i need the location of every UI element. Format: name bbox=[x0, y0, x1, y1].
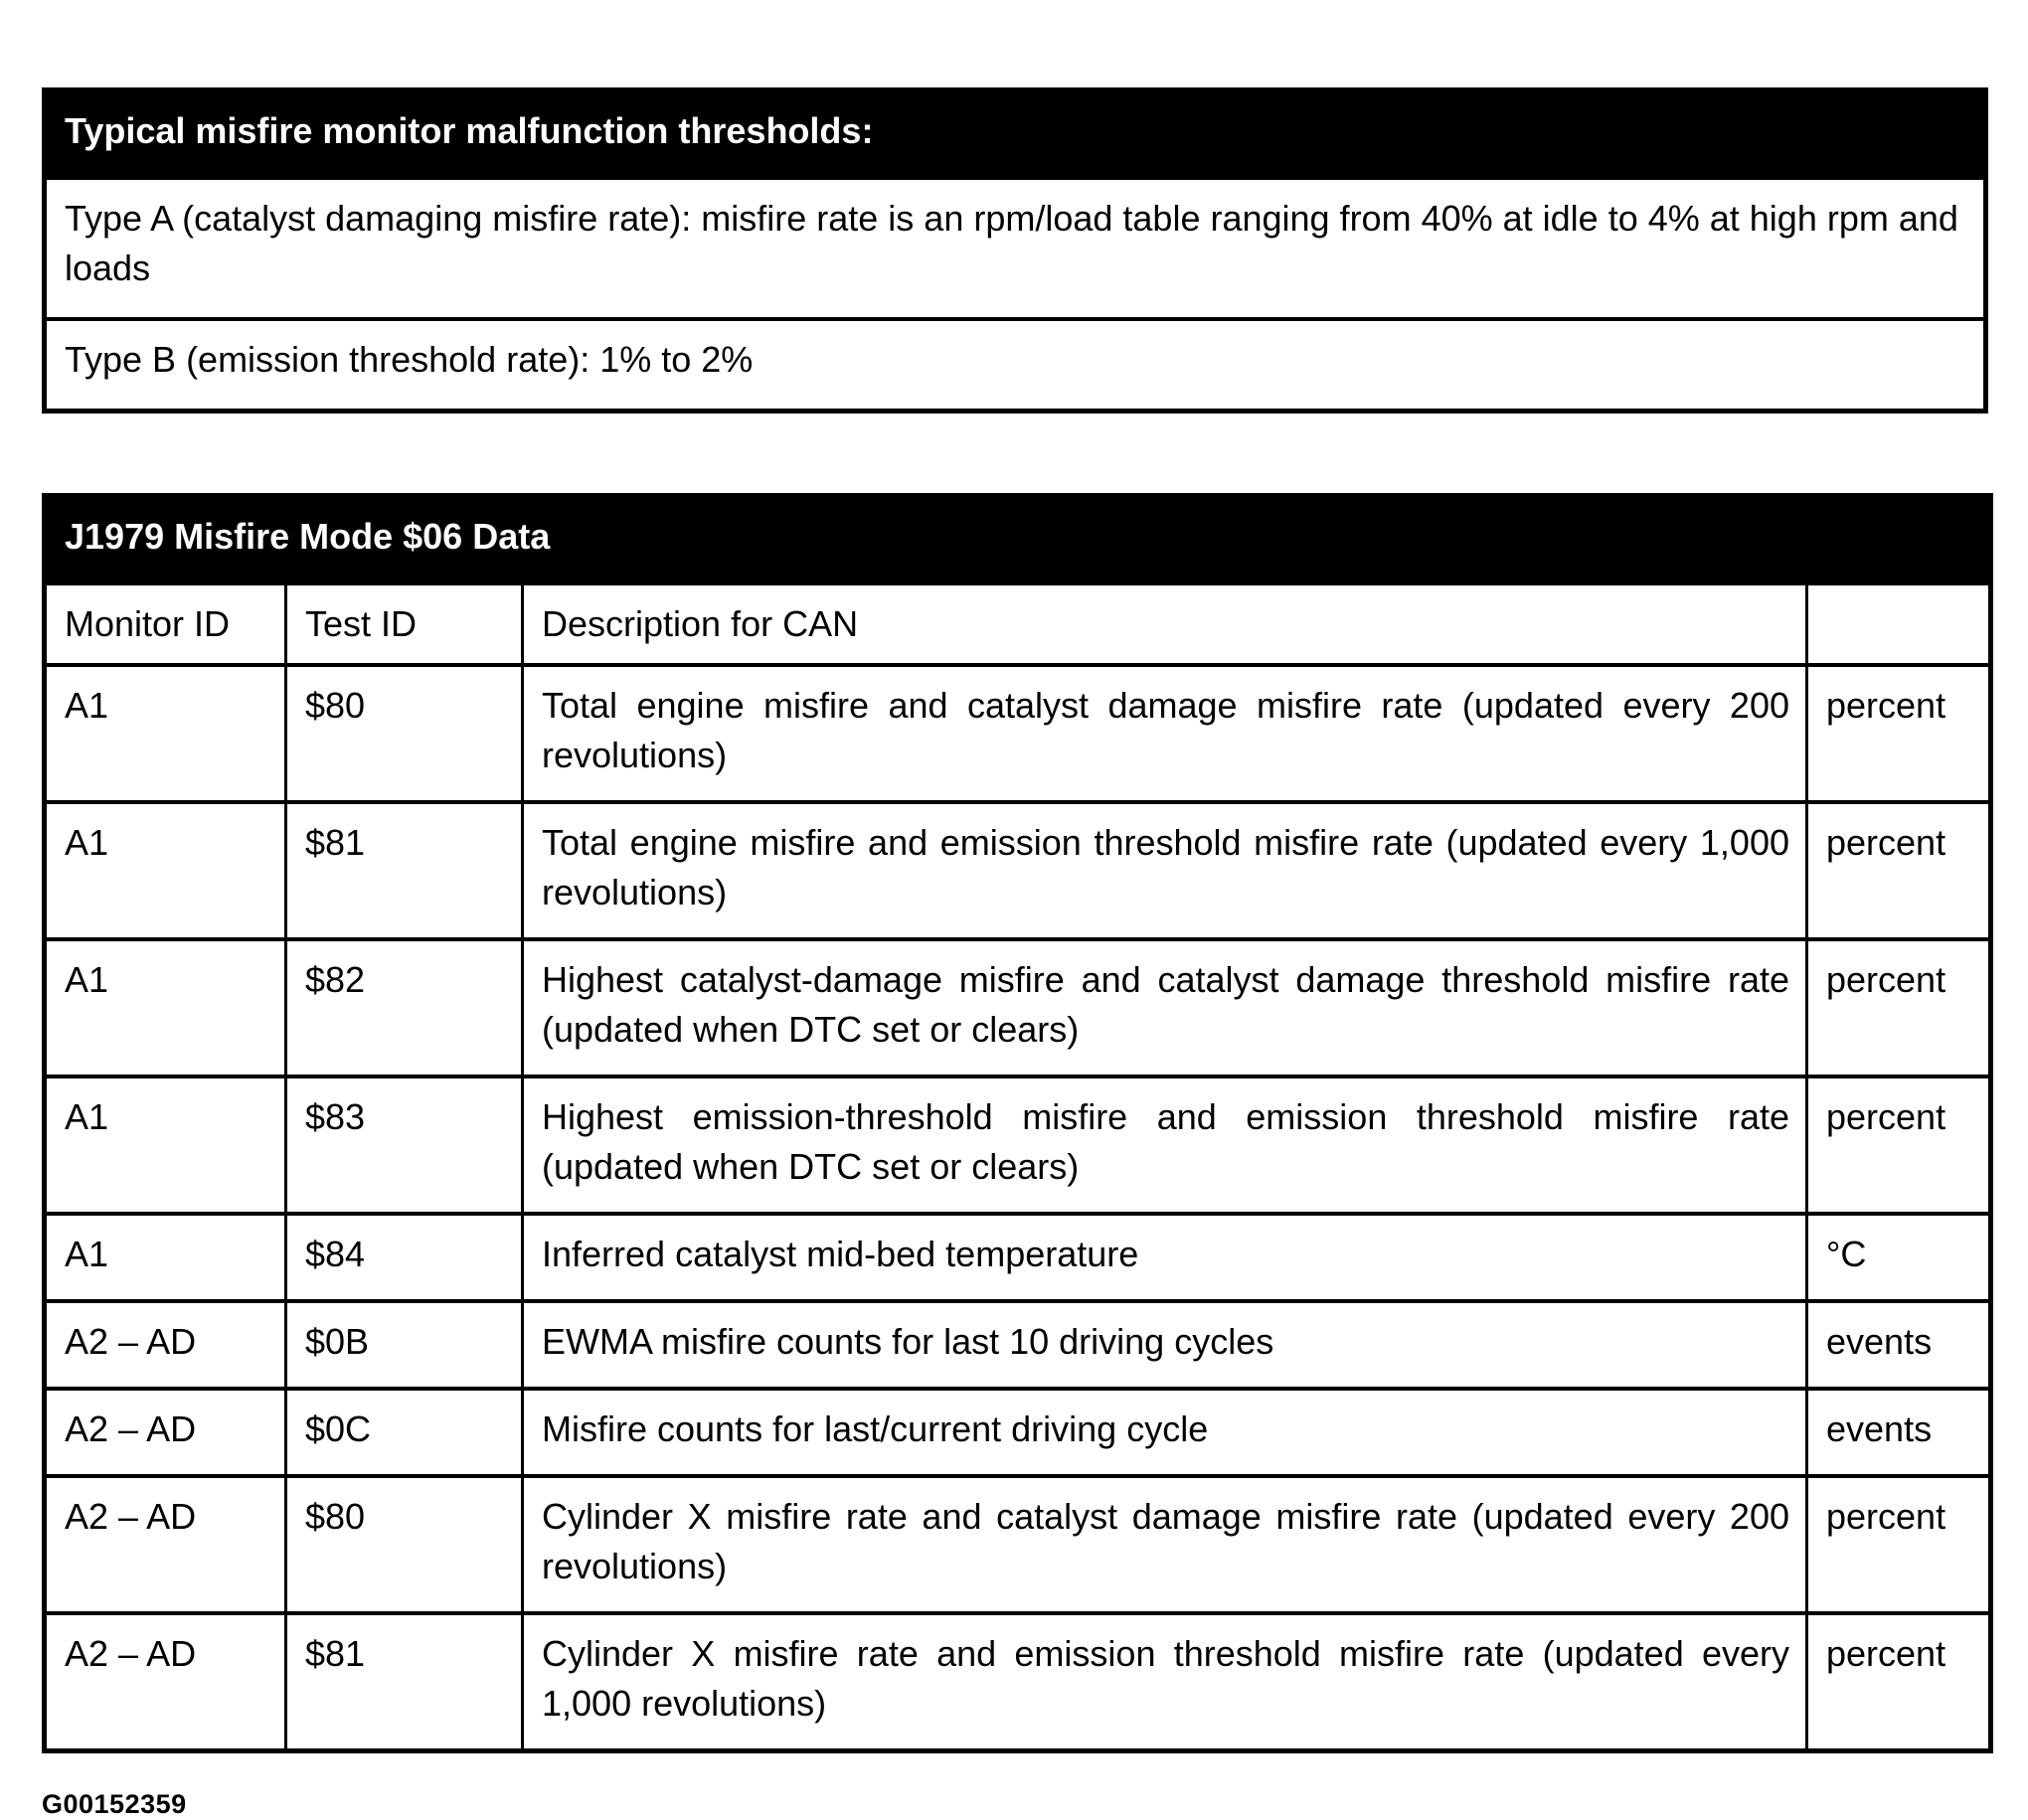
table-row: A1 $80 Total engine misfire and catalyst… bbox=[43, 663, 1993, 804]
description-cell: Inferred catalyst mid-bed temperature bbox=[521, 1212, 1808, 1303]
test-id-cell: $81 bbox=[284, 1611, 524, 1753]
unit-cell: percent bbox=[1804, 937, 1993, 1078]
table-row: A1 $82 Highest catalyst-damage misfire a… bbox=[43, 937, 1993, 1078]
table-row: A2 – AD $81 Cylinder X misfire rate and … bbox=[43, 1611, 1993, 1753]
description-cell: Highest emission-threshold misfire and e… bbox=[521, 1075, 1808, 1216]
unit-cell: percent bbox=[1804, 1075, 1993, 1216]
table-row: A1 $84 Inferred catalyst mid-bed tempera… bbox=[43, 1212, 1993, 1303]
description-cell: Misfire counts for last/current driving … bbox=[521, 1387, 1808, 1478]
test-id-cell: $0B bbox=[284, 1299, 524, 1391]
table-row: A1 $81 Total engine misfire and emission… bbox=[43, 800, 1993, 941]
column-header-monitor-id: Monitor ID bbox=[43, 581, 287, 667]
test-id-cell: $83 bbox=[284, 1075, 524, 1216]
description-cell: Highest catalyst-damage misfire and cata… bbox=[521, 937, 1808, 1078]
test-id-cell: $81 bbox=[284, 800, 524, 941]
table-row: Type B (emission threshold rate): 1% to … bbox=[43, 317, 1987, 414]
unit-cell: percent bbox=[1804, 1474, 1993, 1615]
monitor-id-cell: A1 bbox=[43, 937, 287, 1078]
column-header-test-id: Test ID bbox=[284, 581, 524, 667]
unit-cell: °C bbox=[1804, 1212, 1993, 1303]
table-row: A2 – AD $80 Cylinder X misfire rate and … bbox=[43, 1474, 1993, 1615]
test-id-cell: $0C bbox=[284, 1387, 524, 1478]
description-cell: Total engine misfire and emission thresh… bbox=[521, 800, 1808, 941]
unit-cell: percent bbox=[1804, 663, 1993, 804]
table-row: Type A (catalyst damaging misfire rate):… bbox=[43, 176, 1987, 321]
description-cell: Total engine misfire and catalyst damage… bbox=[521, 663, 1808, 804]
test-id-cell: $84 bbox=[284, 1212, 524, 1303]
test-id-cell: $80 bbox=[284, 1474, 524, 1615]
column-header-description: Description for CAN bbox=[521, 581, 1808, 667]
misfire-table-title-row: J1979 Misfire Mode $06 Data bbox=[42, 493, 1993, 585]
monitor-id-cell: A2 – AD bbox=[43, 1611, 287, 1753]
unit-cell: events bbox=[1804, 1387, 1993, 1478]
test-id-cell: $82 bbox=[284, 937, 524, 1078]
monitor-id-cell: A2 – AD bbox=[43, 1474, 287, 1615]
monitor-id-cell: A2 – AD bbox=[43, 1299, 287, 1391]
description-cell: EWMA misfire counts for last 10 driving … bbox=[521, 1299, 1808, 1391]
monitor-id-cell: A1 bbox=[43, 1075, 287, 1216]
unit-cell: events bbox=[1804, 1299, 1993, 1391]
unit-cell: percent bbox=[1804, 800, 1993, 941]
test-id-cell: $80 bbox=[284, 663, 524, 804]
description-cell: Cylinder X misfire rate and catalyst dam… bbox=[521, 1474, 1808, 1615]
misfire-table-column-header-row: Monitor ID Test ID Description for CAN bbox=[43, 581, 1993, 667]
threshold-type-a-text: Type A (catalyst damaging misfire rate):… bbox=[43, 176, 1987, 321]
monitor-id-cell: A1 bbox=[43, 1212, 287, 1303]
unit-cell: percent bbox=[1804, 1611, 1993, 1753]
thresholds-table-header-row: Typical misfire monitor malfunction thre… bbox=[43, 87, 1987, 180]
thresholds-table: Typical misfire monitor malfunction thre… bbox=[42, 87, 1988, 414]
monitor-id-cell: A2 – AD bbox=[43, 1387, 287, 1478]
misfire-table-title: J1979 Misfire Mode $06 Data bbox=[42, 493, 1993, 585]
threshold-type-b-text: Type B (emission threshold rate): 1% to … bbox=[43, 317, 1987, 414]
figure-id-caption: G00152359 bbox=[42, 1789, 187, 1819]
table-row: A2 – AD $0C Misfire counts for last/curr… bbox=[43, 1387, 1993, 1478]
thresholds-table-title: Typical misfire monitor malfunction thre… bbox=[43, 87, 1987, 180]
table-row: A2 – AD $0B EWMA misfire counts for last… bbox=[43, 1299, 1993, 1391]
table-row: A1 $83 Highest emission-threshold misfir… bbox=[43, 1075, 1993, 1216]
monitor-id-cell: A1 bbox=[43, 663, 287, 804]
description-cell: Cylinder X misfire rate and emission thr… bbox=[521, 1611, 1808, 1753]
monitor-id-cell: A1 bbox=[43, 800, 287, 941]
column-header-units bbox=[1804, 581, 1993, 667]
misfire-mode-06-table: J1979 Misfire Mode $06 Data Monitor ID T… bbox=[42, 493, 1994, 1753]
